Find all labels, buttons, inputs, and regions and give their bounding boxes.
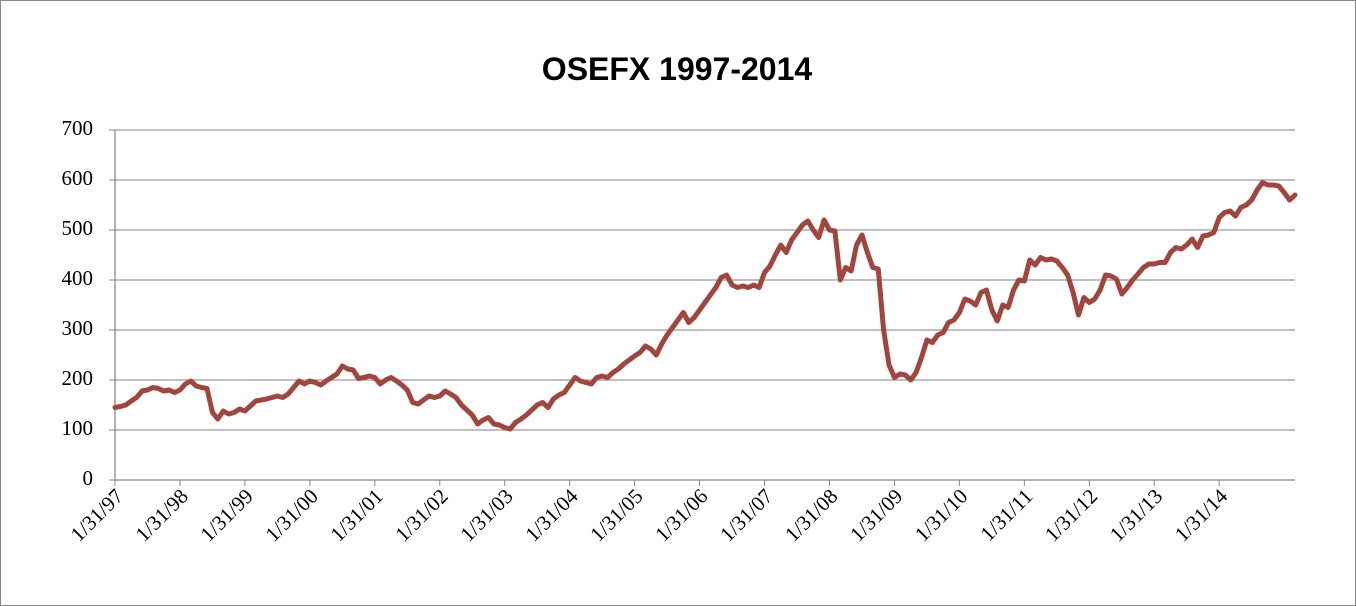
chart-title: OSEFX 1997-2014 [542, 51, 813, 87]
y-tick-label: 200 [62, 366, 94, 390]
y-tick-label: 300 [62, 316, 94, 340]
y-tick-label: 700 [62, 116, 94, 140]
y-tick-label: 400 [62, 266, 94, 290]
y-tick-label: 0 [83, 466, 94, 490]
y-tick-label: 600 [62, 166, 94, 190]
y-tick-label: 500 [62, 216, 94, 240]
data-line [112, 180, 1298, 432]
y-tick-label: 100 [62, 416, 94, 440]
